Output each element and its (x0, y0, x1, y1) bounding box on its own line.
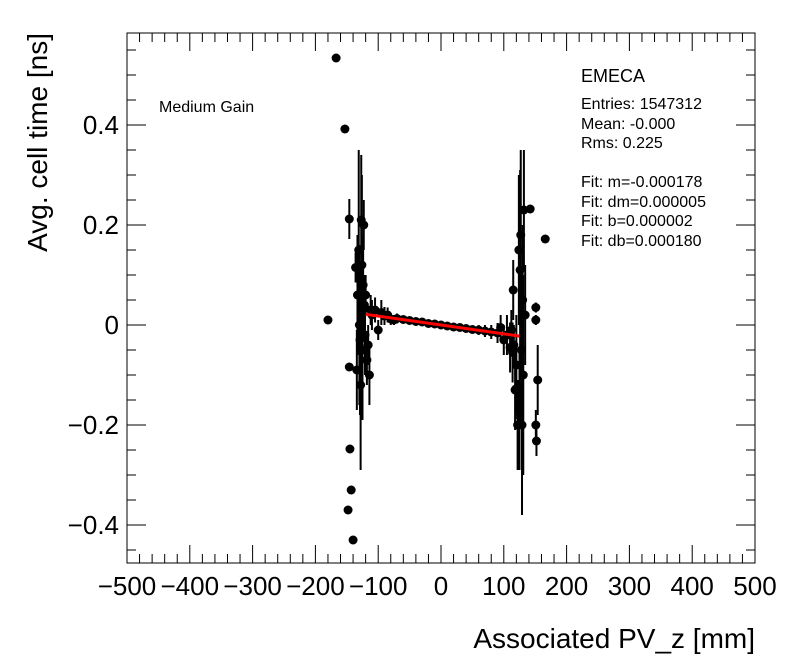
data-point (356, 380, 366, 390)
y-tick-label: −0.2 (68, 410, 119, 440)
x-tick-label: 400 (671, 571, 714, 601)
axes: −500 −400 −300 −200 −100 0 100 200 300 400 500 −0.4… (68, 32, 777, 601)
data-point (344, 362, 354, 372)
data-point (517, 420, 527, 430)
data-point (343, 505, 353, 515)
data-point (364, 370, 374, 380)
data-point (520, 310, 530, 320)
data-point (363, 340, 373, 350)
data-point (361, 290, 371, 300)
stats-line: Fit: b=0.000002 (581, 213, 693, 230)
x-tick-label: −300 (223, 571, 282, 601)
stats-line: Entries: 1547312 (581, 96, 702, 113)
data-point (540, 234, 550, 244)
data-point (533, 375, 543, 385)
x-axis-title: Associated PV_z [mm] (473, 623, 755, 654)
data-point (359, 220, 369, 230)
y-tick-label: 0.4 (83, 110, 119, 140)
x-tick-label: 100 (482, 571, 525, 601)
data-point (346, 485, 356, 495)
x-tick-label: −500 (98, 571, 157, 601)
y-tick-label: 0.2 (83, 210, 119, 240)
stats-line: Fit: db=0.000180 (581, 232, 702, 250)
stats-line (581, 154, 706, 174)
data-point (531, 315, 541, 325)
data-point (357, 260, 367, 270)
stats-line: Mean: -0.000 (581, 115, 676, 133)
x-tick-label: −100 (349, 571, 408, 601)
x-tick-label: −200 (286, 571, 345, 601)
data-point (348, 535, 358, 545)
data-point (340, 124, 350, 134)
stats-box: EMECA Entries: 1547312 Mean: -0.000 Rms: 0… (581, 64, 706, 251)
data-point (344, 214, 354, 224)
data-marks (323, 53, 550, 545)
y-tick-label: 0 (105, 310, 119, 340)
data-point (531, 420, 541, 430)
data-point (518, 370, 528, 380)
data-point (531, 303, 541, 312)
stats-line: Fit: m=-0.000178 (581, 174, 703, 191)
annotation-medium-gain: Medium Gain (159, 99, 255, 116)
x-tick-label: 300 (608, 571, 651, 601)
data-point (331, 53, 341, 63)
data-point (525, 204, 535, 214)
data-point (323, 315, 333, 325)
stats-line: Fit: dm=0.000005 (581, 193, 706, 211)
data-point (345, 444, 355, 454)
stats-lines: Entries: 1547312 Mean: -0.000 Rms: 0.225 Fi… (581, 95, 706, 251)
x-tick-label: 200 (545, 571, 588, 601)
data-point (508, 285, 518, 295)
data-point (531, 436, 541, 446)
x-tick-label: −400 (161, 571, 220, 601)
stats-title: EMECA (581, 66, 646, 86)
stats-line: Rms: 0.225 (581, 135, 663, 152)
data-point (373, 325, 383, 335)
x-tick-label: 500 (733, 571, 776, 601)
x-tick-label: 0 (434, 571, 448, 601)
y-axis-title: Avg. cell time [ns] (22, 33, 53, 252)
fit-line (365, 312, 520, 338)
y-tick-label: −0.4 (68, 510, 119, 540)
